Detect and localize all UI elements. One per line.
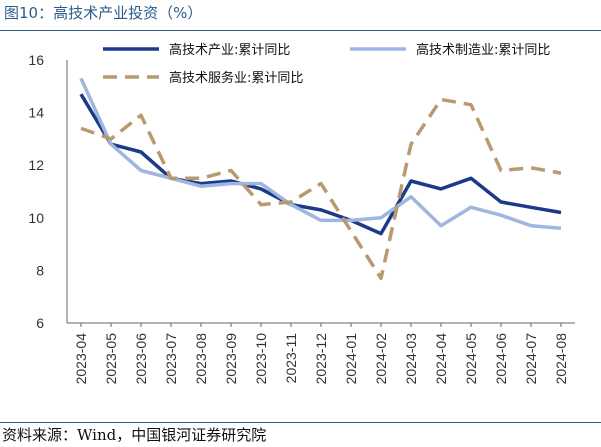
y-tick-label: 6 (36, 315, 44, 331)
x-tick-label: 2023-09 (223, 333, 239, 385)
x-tick-label: 2023-04 (73, 333, 89, 385)
series-line-3 (80, 97, 562, 281)
x-axis: 2023-04 2023-05 2023-06 2023-07 2023-08 2023-… (73, 323, 569, 384)
x-tick-label: 2023-06 (133, 333, 149, 385)
x-tick-label: 2024-03 (403, 333, 419, 385)
series-lines (79, 77, 562, 281)
source-note: 资料来源：Wind，中国银河证券研究院 (2, 426, 267, 444)
x-tick-label: 2023-12 (313, 333, 329, 385)
legend-label-2: 高技术制造业:累计同比 (416, 42, 550, 58)
x-tick-label: 2024-07 (523, 333, 539, 385)
x-tick-label: 2023-07 (163, 333, 179, 385)
x-tick-label: 2024-05 (463, 333, 479, 385)
y-tick-label: 12 (28, 157, 44, 173)
series-line-2 (79, 77, 562, 231)
x-tick-label: 2024-08 (553, 333, 569, 385)
x-tick-label: 2023-08 (193, 333, 209, 385)
y-tick-label: 14 (28, 105, 44, 121)
figure-title: 图10：高技术产业投资（%） (4, 4, 203, 22)
legend-label-1: 高技术产业:累计同比 (169, 42, 290, 58)
x-tick-label: 2024-06 (493, 333, 509, 385)
x-tick-label: 2024-02 (373, 333, 389, 385)
y-axis: 6 8 10 12 14 16 (28, 52, 44, 331)
x-tick-label: 2024-04 (433, 333, 449, 385)
x-tick-label: 2023-10 (253, 333, 269, 385)
y-tick-label: 16 (28, 52, 44, 68)
y-tick-label: 8 (36, 262, 44, 278)
legend-label-3: 高技术服务业:累计同比 (169, 70, 303, 86)
bottom-rule (0, 422, 601, 423)
series-line-1 (79, 93, 562, 236)
title-rule (0, 30, 601, 31)
x-tick-label: 2023-11 (283, 333, 299, 384)
x-tick-label: 2024-01 (343, 333, 359, 385)
x-tick-label: 2023-05 (103, 333, 119, 385)
y-tick-label: 10 (28, 210, 44, 226)
